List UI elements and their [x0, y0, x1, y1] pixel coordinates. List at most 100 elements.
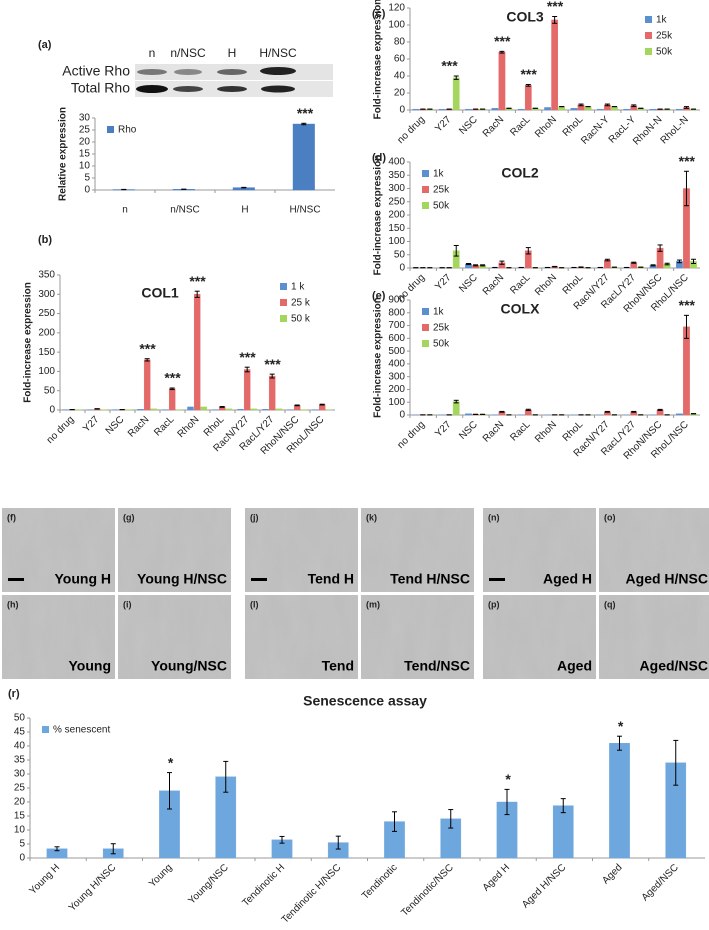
error-bar [499, 50, 505, 54]
legend-swatch [107, 126, 114, 133]
x-tick-label: RhoN [533, 272, 559, 298]
bar [611, 106, 618, 111]
x-tick-label: no drug [395, 419, 427, 451]
micrograph-panel: (g) [123, 512, 135, 522]
y-tick-label: 80 [394, 37, 406, 48]
error-bar [552, 16, 558, 24]
y-tick-label: 100 [388, 20, 405, 31]
micrograph-texture [361, 595, 474, 679]
bar [623, 108, 631, 111]
error-bar [499, 410, 505, 413]
significance-label: *** [297, 105, 314, 121]
bar [596, 108, 604, 111]
legend-swatch [42, 726, 49, 733]
x-tick-label: Aged H [481, 862, 512, 893]
x-tick-label: RhoN [533, 419, 559, 445]
bar [168, 388, 176, 411]
blot-band [137, 69, 167, 75]
y-tick-label: 150 [388, 223, 405, 234]
legend-label: Rho [118, 125, 137, 136]
error-bar [194, 290, 200, 298]
x-tick-label: RacL [152, 414, 177, 439]
legend-label: 1k [656, 15, 668, 26]
micrograph-panel: (l) [250, 599, 259, 609]
error-bar [578, 266, 584, 268]
x-tick-label: NSC [104, 414, 127, 437]
y-tick-label: 350 [388, 170, 405, 181]
micrograph-label: Aged [557, 658, 592, 674]
error-bar [294, 404, 300, 407]
y-tick-label: 50 [44, 385, 56, 396]
legend-swatch [422, 308, 429, 315]
x-tick-label: n/NSC [170, 205, 199, 216]
micrograph-texture [2, 595, 115, 679]
bar [570, 108, 578, 111]
significance-label: * [168, 754, 174, 770]
y-tick-label: 150 [38, 347, 55, 358]
y-tick-label: 200 [388, 210, 405, 221]
x-tick-label: Y27 [433, 114, 454, 135]
bar [552, 805, 574, 859]
micrograph-label: Tend H [308, 571, 354, 587]
y-tick-label: 250 [388, 196, 405, 207]
error-bar [453, 244, 459, 257]
error-bar [676, 259, 682, 264]
y-tick-label: 250 [38, 308, 55, 319]
error-bar [223, 760, 229, 793]
bar [225, 408, 233, 411]
scale-bar [489, 578, 505, 581]
legend-swatch [645, 32, 652, 39]
y-tick-label: 400 [388, 157, 405, 168]
legend-label: 50k [656, 47, 673, 58]
x-tick-label: NSC [457, 114, 480, 137]
error-bar [167, 772, 172, 810]
error-bar [499, 260, 505, 265]
legend-swatch [422, 170, 429, 177]
y-tick-label: 30 [79, 113, 91, 124]
y-tick-label: 35 [14, 755, 26, 766]
bar [498, 52, 506, 111]
panel-label: (a) [38, 39, 52, 51]
y-tick-label: 15 [79, 149, 91, 160]
error-bar [110, 843, 116, 855]
micrograph-panel: (q) [604, 599, 616, 609]
bar [143, 359, 151, 411]
y-tick-label: 400 [388, 359, 405, 370]
y-tick-label: 5 [84, 173, 90, 184]
bar [150, 408, 158, 411]
error-bar [683, 170, 689, 207]
micrograph-label: Tend/NSC [404, 658, 470, 674]
y-axis-label: Fold-increase expression [373, 297, 384, 418]
y-tick-label: 0 [399, 105, 405, 116]
significance-label: *** [441, 58, 458, 74]
error-bar [473, 264, 479, 267]
bar [551, 19, 559, 111]
bar [558, 106, 566, 111]
lane-label: n/NSC [170, 46, 206, 60]
error-bar [690, 258, 696, 264]
legend-label: 25k [433, 185, 450, 196]
panel-label: (c) [372, 8, 386, 20]
y-tick-label: 200 [388, 384, 405, 395]
x-tick-label: Young [147, 862, 175, 890]
x-tick-label: RacN [126, 414, 151, 439]
micrograph-panel: (n) [488, 512, 500, 522]
significance-label: *** [264, 356, 281, 372]
error-bar [631, 261, 637, 264]
error-bar [504, 788, 510, 816]
significance-label: * [505, 771, 511, 787]
bar [243, 369, 251, 411]
error-bar [631, 104, 637, 108]
x-tick-label: Aged/NSC [640, 862, 681, 903]
bar [491, 108, 499, 111]
legend-label: 1k [433, 169, 445, 180]
error-bar [604, 103, 610, 107]
error-bar [578, 103, 584, 107]
x-tick-label: Aged [600, 862, 624, 886]
legend-label: 25k [433, 323, 450, 334]
legend-swatch [422, 186, 429, 193]
blot-band [260, 67, 296, 75]
legend-label: % senescent [53, 725, 110, 736]
legend-swatch [422, 340, 429, 347]
